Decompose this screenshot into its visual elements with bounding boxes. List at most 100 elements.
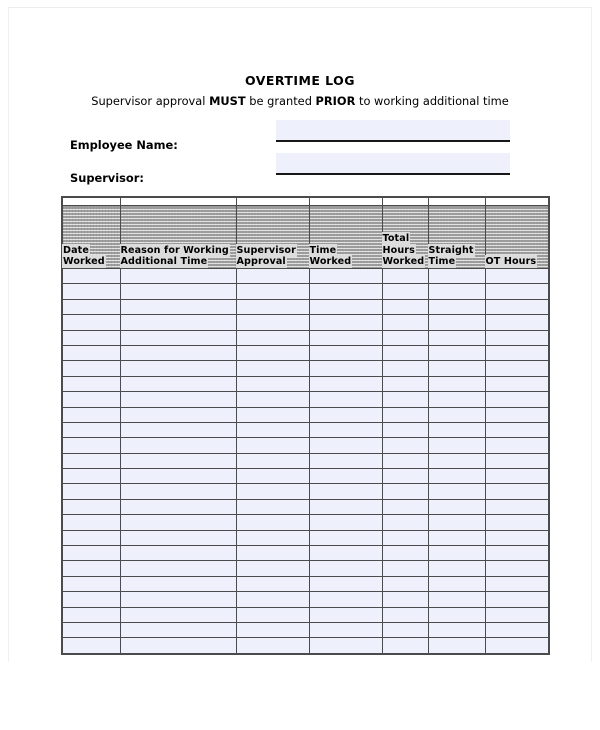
table-cell-reason[interactable] <box>119 545 237 562</box>
table-cell-reason[interactable] <box>119 267 237 285</box>
table-cell-date[interactable] <box>61 575 121 593</box>
table-cell-ot[interactable] <box>484 545 550 562</box>
table-cell-time[interactable] <box>308 375 383 393</box>
table-cell-date[interactable] <box>61 637 121 655</box>
table-cell-approval[interactable] <box>235 421 310 439</box>
table-cell-time[interactable] <box>308 344 383 362</box>
table-cell-straight[interactable] <box>427 406 486 423</box>
table-cell-approval[interactable] <box>235 591 310 608</box>
table-cell-ot[interactable] <box>484 298 550 316</box>
table-cell-ot[interactable] <box>484 498 550 516</box>
table-cell-date[interactable] <box>61 606 121 623</box>
table-cell-approval[interactable] <box>235 637 310 655</box>
table-cell-straight[interactable] <box>427 560 486 577</box>
table-row[interactable] <box>61 606 550 623</box>
table-cell-straight[interactable] <box>427 375 486 393</box>
table-row[interactable] <box>61 283 550 300</box>
table-cell-straight[interactable] <box>427 637 486 655</box>
table-cell-approval[interactable] <box>235 437 310 454</box>
table-cell-reason[interactable] <box>119 283 237 300</box>
table-cell-total[interactable] <box>381 637 429 655</box>
table-cell-approval[interactable] <box>235 560 310 577</box>
table-cell-approval[interactable] <box>235 329 310 346</box>
table-row[interactable] <box>61 575 550 593</box>
table-cell-ot[interactable] <box>484 637 550 655</box>
table-cell-reason[interactable] <box>119 560 237 577</box>
table-cell-straight[interactable] <box>427 498 486 516</box>
employee-name-input[interactable] <box>276 120 510 142</box>
table-cell-reason[interactable] <box>119 637 237 655</box>
table-cell-time[interactable] <box>308 468 383 485</box>
table-cell-total[interactable] <box>381 468 429 485</box>
table-cell-time[interactable] <box>308 421 383 439</box>
table-cell-total[interactable] <box>381 545 429 562</box>
table-cell-reason[interactable] <box>119 606 237 623</box>
supervisor-input[interactable] <box>276 153 510 175</box>
table-cell-total[interactable] <box>381 621 429 639</box>
table-cell-ot[interactable] <box>484 314 550 331</box>
table-cell-total[interactable] <box>381 360 429 377</box>
table-cell-time[interactable] <box>308 514 383 531</box>
table-row[interactable] <box>61 498 550 516</box>
table-cell-straight[interactable] <box>427 452 486 470</box>
table-row[interactable] <box>61 591 550 608</box>
table-cell-total[interactable] <box>381 421 429 439</box>
table-cell-date[interactable] <box>61 391 121 408</box>
table-cell-total[interactable] <box>381 344 429 362</box>
table-cell-straight[interactable] <box>427 283 486 300</box>
table-row[interactable] <box>61 437 550 454</box>
table-cell-reason[interactable] <box>119 314 237 331</box>
table-cell-total[interactable] <box>381 606 429 623</box>
table-cell-approval[interactable] <box>235 468 310 485</box>
table-cell-date[interactable] <box>61 375 121 393</box>
table-cell-reason[interactable] <box>119 468 237 485</box>
table-cell-date[interactable] <box>61 329 121 346</box>
table-cell-date[interactable] <box>61 437 121 454</box>
table-cell-straight[interactable] <box>427 344 486 362</box>
table-cell-reason[interactable] <box>119 391 237 408</box>
table-cell-straight[interactable] <box>427 437 486 454</box>
table-row[interactable] <box>61 298 550 316</box>
table-cell-ot[interactable] <box>484 452 550 470</box>
table-row[interactable] <box>61 529 550 547</box>
table-cell-ot[interactable] <box>484 606 550 623</box>
table-cell-time[interactable] <box>308 283 383 300</box>
table-cell-time[interactable] <box>308 545 383 562</box>
table-cell-reason[interactable] <box>119 375 237 393</box>
table-cell-date[interactable] <box>61 360 121 377</box>
table-cell-reason[interactable] <box>119 421 237 439</box>
table-cell-total[interactable] <box>381 575 429 593</box>
table-cell-time[interactable] <box>308 329 383 346</box>
table-cell-ot[interactable] <box>484 591 550 608</box>
table-row[interactable] <box>61 360 550 377</box>
table-cell-time[interactable] <box>308 560 383 577</box>
table-cell-total[interactable] <box>381 483 429 500</box>
table-cell-total[interactable] <box>381 529 429 547</box>
table-cell-total[interactable] <box>381 591 429 608</box>
table-cell-date[interactable] <box>61 591 121 608</box>
table-cell-date[interactable] <box>61 406 121 423</box>
table-cell-time[interactable] <box>308 391 383 408</box>
table-cell-straight[interactable] <box>427 545 486 562</box>
table-cell-time[interactable] <box>308 483 383 500</box>
table-cell-straight[interactable] <box>427 421 486 439</box>
table-cell-straight[interactable] <box>427 298 486 316</box>
table-cell-straight[interactable] <box>427 591 486 608</box>
table-cell-approval[interactable] <box>235 314 310 331</box>
table-cell-approval[interactable] <box>235 483 310 500</box>
table-cell-time[interactable] <box>308 498 383 516</box>
table-cell-time[interactable] <box>308 621 383 639</box>
table-row[interactable] <box>61 621 550 639</box>
table-row[interactable] <box>61 452 550 470</box>
table-cell-straight[interactable] <box>427 575 486 593</box>
table-cell-total[interactable] <box>381 560 429 577</box>
table-cell-date[interactable] <box>61 452 121 470</box>
table-cell-ot[interactable] <box>484 483 550 500</box>
table-cell-time[interactable] <box>308 637 383 655</box>
table-cell-approval[interactable] <box>235 514 310 531</box>
table-cell-date[interactable] <box>61 514 121 531</box>
table-cell-ot[interactable] <box>484 437 550 454</box>
table-cell-time[interactable] <box>308 575 383 593</box>
table-cell-date[interactable] <box>61 283 121 300</box>
table-cell-time[interactable] <box>308 452 383 470</box>
